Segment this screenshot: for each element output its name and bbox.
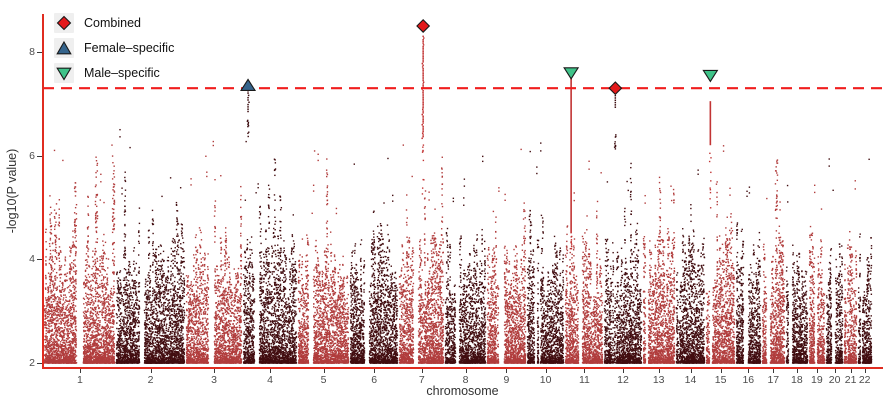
x-tick-mark-13: [658, 369, 660, 373]
x-tick-mark-15: [720, 369, 722, 373]
legend-item-combined: Combined: [54, 13, 174, 33]
y-tick-label-4: 4: [29, 253, 35, 266]
x-tick-label-3: 3: [211, 374, 217, 386]
y-axis-line: [42, 14, 44, 369]
triangle-up-icon: [56, 40, 72, 55]
x-tick-mark-3: [214, 369, 215, 373]
y-tick-label-6: 6: [29, 149, 35, 162]
x-tick-label-8: 8: [462, 374, 469, 386]
x-tick-mark-19: [816, 369, 818, 373]
x-tick-mark-11: [584, 369, 586, 373]
x-tick-label-16: 16: [742, 374, 755, 386]
x-tick-label-20: 20: [828, 374, 841, 386]
x-tick-label-4: 4: [267, 374, 273, 386]
x-tick-label-14: 14: [684, 374, 697, 386]
legend-label-male-specific: Male–specific: [84, 66, 160, 80]
y-tick-mark-4: [37, 259, 42, 261]
x-tick-mark-21: [850, 369, 852, 373]
x-tick-label-6: 6: [371, 374, 378, 386]
x-axis-line: [42, 367, 883, 369]
legend-key-female-specific: [54, 38, 74, 58]
y-axis-title: -log10(P value): [5, 148, 19, 234]
x-tick-mark-14: [690, 369, 692, 373]
x-tick-label-22: 22: [858, 374, 871, 386]
x-tick-label-9: 9: [503, 374, 510, 386]
x-tick-label-15: 15: [714, 374, 727, 386]
x-tick-label-21: 21: [844, 374, 857, 386]
x-tick-mark-17: [773, 369, 775, 373]
y-tick-mark-8: [37, 51, 42, 53]
x-axis-title: chromosome: [426, 384, 499, 398]
legend-item-male-specific: Male–specific: [54, 63, 174, 83]
x-tick-mark-18: [796, 369, 798, 373]
x-tick-mark-8: [465, 369, 467, 373]
x-tick-mark-1: [79, 369, 81, 373]
x-tick-label-13: 13: [652, 374, 665, 386]
y-tick-label-2: 2: [29, 357, 35, 369]
triangle-down-icon: [56, 67, 72, 81]
y-tick-mark-6: [37, 155, 42, 157]
legend-key-combined: [54, 13, 74, 33]
x-tick-mark-2: [150, 369, 152, 373]
x-tick-label-18: 18: [791, 374, 803, 386]
legend-label-combined: Combined: [84, 16, 141, 30]
x-tick-label-17: 17: [767, 374, 780, 386]
x-tick-mark-16: [748, 369, 750, 373]
x-tick-label-19: 19: [811, 374, 823, 386]
diamond-icon: [56, 15, 72, 31]
legend: Combined Female–specific Male–specific: [54, 13, 174, 88]
x-tick-mark-4: [270, 369, 271, 373]
x-tick-mark-7: [421, 369, 423, 373]
x-tick-mark-12: [623, 369, 624, 373]
x-tick-mark-5: [323, 369, 325, 373]
x-tick-label-2: 2: [147, 374, 154, 386]
x-tick-label-1: 1: [76, 374, 83, 386]
y-tick-label-8: 8: [29, 45, 35, 58]
x-tick-mark-22: [864, 369, 866, 373]
x-tick-label-7: 7: [418, 374, 425, 386]
x-tick-label-12: 12: [617, 374, 629, 386]
x-tick-mark-10: [545, 369, 547, 373]
x-tick-mark-6: [374, 369, 376, 373]
x-tick-label-5: 5: [320, 374, 327, 386]
x-tick-mark-20: [834, 369, 836, 373]
y-tick-mark-2: [37, 363, 42, 364]
legend-key-male-specific: [54, 63, 74, 83]
legend-label-female-specific: Female–specific: [84, 41, 175, 55]
x-tick-label-10: 10: [539, 374, 552, 386]
x-tick-mark-9: [506, 369, 508, 373]
x-tick-label-11: 11: [578, 374, 590, 386]
legend-item-female-specific: Female–specific: [54, 38, 174, 58]
